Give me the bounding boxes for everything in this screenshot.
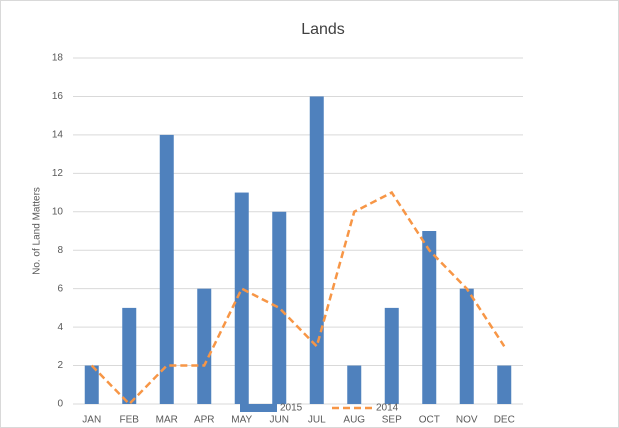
bar bbox=[272, 211, 287, 404]
y-tick-label: 2 bbox=[57, 360, 63, 371]
x-tick-label: FEB bbox=[120, 415, 140, 426]
y-tick-label: 6 bbox=[57, 283, 63, 294]
x-tick-label: JUN bbox=[270, 415, 289, 426]
bar bbox=[234, 192, 249, 404]
x-tick-label: JUL bbox=[308, 415, 326, 426]
bar bbox=[309, 96, 324, 404]
bar bbox=[84, 365, 99, 404]
x-tick-label: OCT bbox=[419, 415, 440, 426]
legend-swatch bbox=[240, 404, 277, 412]
line bbox=[90, 190, 506, 406]
y-tick-label: 10 bbox=[52, 206, 64, 217]
y-tick-label: 0 bbox=[57, 399, 63, 410]
y-tick-label: 12 bbox=[52, 168, 64, 179]
bar bbox=[459, 288, 474, 404]
x-tick-label: APR bbox=[194, 415, 215, 426]
x-tick-label: DEC bbox=[494, 415, 515, 426]
y-tick-label: 16 bbox=[52, 91, 64, 102]
x-tick-label: JAN bbox=[82, 415, 101, 426]
bar bbox=[159, 134, 174, 404]
x-tick-label: MAY bbox=[231, 415, 252, 426]
y-tick-label: 4 bbox=[57, 322, 63, 333]
x-tick-label: NOV bbox=[456, 415, 478, 426]
bar bbox=[122, 307, 137, 404]
bar bbox=[497, 365, 512, 404]
x-tick-label: MAR bbox=[156, 415, 178, 426]
bar bbox=[422, 231, 437, 404]
bar bbox=[384, 307, 399, 404]
y-axis-label: No. of Land Matters bbox=[32, 187, 43, 275]
bar bbox=[197, 288, 212, 404]
legend-label: 2015 bbox=[280, 403, 303, 414]
x-tick-label: AUG bbox=[343, 415, 365, 426]
y-tick-label: 14 bbox=[52, 130, 64, 141]
legend-label: 2014 bbox=[376, 403, 399, 414]
y-tick-label: 18 bbox=[52, 53, 64, 64]
x-tick-label: SEP bbox=[382, 415, 402, 426]
chart-title: Lands bbox=[301, 21, 345, 38]
y-tick-label: 8 bbox=[57, 245, 63, 256]
bar bbox=[347, 365, 362, 404]
